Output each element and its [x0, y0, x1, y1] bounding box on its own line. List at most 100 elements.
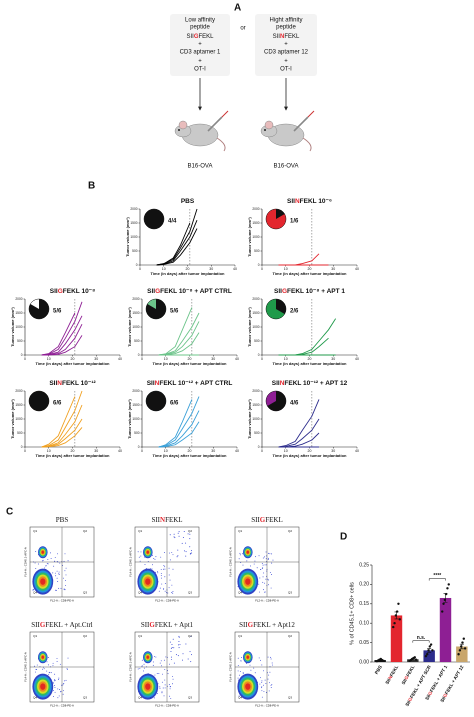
x-tick-label-part: N [387, 674, 393, 680]
event-dot [265, 555, 267, 557]
growth-line [278, 399, 320, 448]
event-dot [171, 552, 173, 554]
x-tick-label: 0 [139, 267, 141, 271]
flow-title-part: G [40, 621, 46, 629]
y-tick-label: 1000 [132, 417, 139, 421]
chart-title-part: N [57, 380, 62, 387]
x-tick-label: SIIGFEKL [401, 664, 416, 685]
event-dot [163, 695, 165, 697]
event-dot [262, 567, 264, 569]
event-dot [268, 584, 269, 586]
event-dot [253, 667, 255, 669]
event-dot [165, 591, 167, 593]
event-dot [264, 582, 266, 584]
data-point [382, 659, 385, 663]
y-tick-label: 0 [258, 263, 260, 267]
event-dot [173, 662, 175, 664]
flow-title-part: FEKL + Apt12 [253, 621, 295, 629]
event-dot [160, 569, 162, 570]
y-tick-label: 1000 [132, 325, 139, 329]
event-dot [54, 560, 56, 562]
event-dot [54, 679, 56, 681]
x-tick-label: 10 [164, 357, 168, 361]
chart-title-part: FEKL 10⁻⁸ [63, 288, 95, 295]
event-dot [62, 683, 64, 685]
event-dot [263, 572, 265, 574]
event-dot [177, 644, 179, 646]
chart-title-part: G [58, 288, 63, 295]
y-tick-label: 0.15 [359, 601, 369, 607]
flow-y-label: FL4-A :: CD45.1-APC-A [24, 547, 28, 577]
x-tick-label: 10 [284, 267, 288, 271]
event-dot [254, 556, 256, 558]
chart-title-part: SII [274, 288, 282, 295]
y-tick-label: 500 [134, 339, 140, 343]
event-dot [263, 670, 265, 672]
event-dot [268, 579, 270, 581]
event-dot [47, 563, 49, 565]
pie-slice [267, 391, 287, 412]
flow-title-part: FEKL [165, 516, 183, 524]
quadrant-label: Q1 [138, 634, 142, 638]
event-dot [254, 560, 256, 562]
event-dot [152, 554, 154, 556]
event-dot [58, 573, 60, 575]
event-dot [269, 682, 270, 684]
x-tick-label: 30 [211, 357, 215, 361]
event-dot [159, 662, 161, 664]
x-axis-label: Time (in days) after tumor implantation [36, 361, 110, 366]
event-dot [50, 552, 51, 554]
schematic-text-part: SII [186, 34, 194, 40]
y-tick-label: 0.25 [359, 562, 369, 568]
event-dot [54, 691, 56, 693]
event-dot [173, 647, 175, 649]
event-dot [50, 672, 52, 674]
event-dot [64, 570, 66, 572]
chart-title-part: FEKL 10⁻⁸ + APT 1 [287, 288, 345, 295]
event-dot [41, 560, 43, 562]
chart-title-part: FEKL 10⁻⁸ + APT CTRL [160, 288, 232, 295]
x-tick-label-part: PBS [374, 665, 383, 676]
event-dot [270, 685, 272, 686]
event-dot [250, 669, 252, 671]
x-tick-label: 20 [308, 449, 312, 453]
event-dot [153, 656, 155, 657]
x-tick-label: 0 [141, 449, 143, 453]
event-dot [163, 588, 165, 590]
event-dot [56, 570, 58, 572]
event-dot [169, 579, 171, 581]
event-dot [246, 663, 248, 664]
x-axis-label: Time (in days) after tumor implantation [151, 271, 225, 276]
event-dot [258, 657, 260, 659]
event-dot [237, 677, 239, 679]
event-dot [158, 673, 160, 675]
event-dot [263, 684, 264, 686]
pie-slice [144, 209, 164, 229]
event-dot [237, 657, 239, 659]
significance-label: n.s. [417, 635, 426, 641]
event-dot [52, 665, 54, 667]
event-dot [52, 572, 54, 574]
tumor-label: B16-OVA [274, 164, 299, 170]
flow-x-label: FL2-A :: CD8-PE-A [255, 704, 279, 708]
quadrant-label: Q2 [288, 634, 292, 638]
flow-x-label: FL2-A :: CD8-PE-A [155, 599, 179, 603]
y-tick-label: 500 [254, 339, 260, 343]
x-tick-label: 40 [233, 267, 237, 271]
event-dot [58, 679, 59, 680]
bar [374, 660, 386, 662]
event-dot [162, 673, 163, 675]
chart-title: SIINFEKL 10⁻⁶ [287, 198, 332, 205]
x-tick-label: 20 [188, 357, 192, 361]
event-dot [269, 572, 271, 573]
event-dot [65, 584, 66, 586]
event-dot [62, 693, 64, 695]
event-dot [154, 558, 156, 560]
event-dot [182, 653, 184, 655]
event-dot [264, 679, 266, 681]
event-dot [35, 551, 37, 553]
y-tick-label: 1000 [130, 235, 137, 239]
pie-label: 4/4 [168, 219, 177, 225]
growth-line [278, 253, 320, 266]
event-dot [67, 657, 69, 659]
